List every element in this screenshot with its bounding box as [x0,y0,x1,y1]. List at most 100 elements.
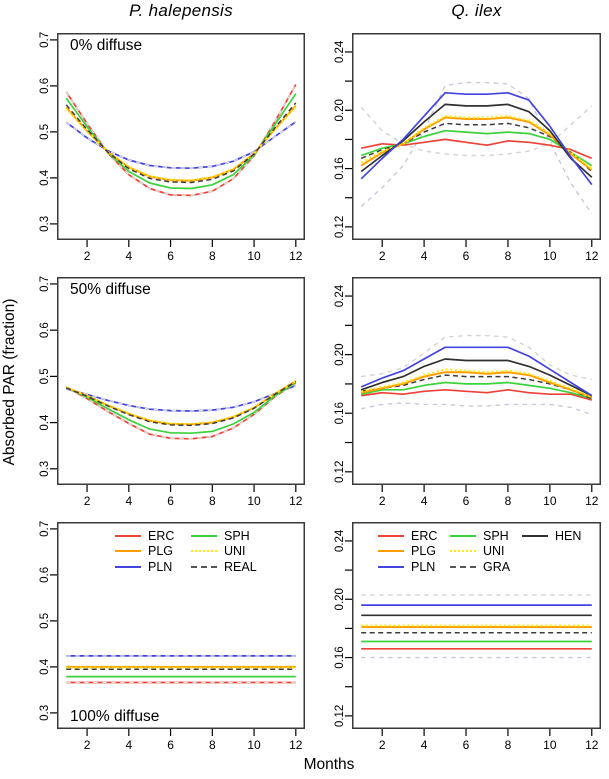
y-tick-label: 0.16 [334,646,346,668]
legend-item-PLG: PLG [115,544,191,560]
legend-label-UNI: UNI [224,544,246,559]
legend-label-PLG: PLG [148,544,174,559]
y-tick-label: 0.12 [334,705,346,727]
series-line-REAL [65,380,297,427]
legend-swatch-PLG-line [378,550,404,553]
y-tick-label: 0.7 [39,521,51,537]
legend-item-SPH: SPH [450,528,522,544]
series-line-PLN [360,346,593,397]
y-tick-label: 0.5 [39,124,51,140]
legend-label-REAL: REAL [224,559,257,574]
x-tick-label: 8 [209,738,216,752]
column-title-p-halepensis: P. halepensis [129,1,233,20]
x-tick-label: 10 [543,249,557,263]
panel-border [352,33,601,240]
x-tick-label: 8 [505,494,512,508]
legend-label-PLN: PLN [411,559,436,574]
x-tick-label: 8 [505,738,512,752]
legend-label-HEN: HEN [555,528,582,543]
x-tick-label: 2 [379,494,386,508]
x-tick-label: 4 [125,494,132,508]
plot-qi-50: 0.12 0.16 0.20 0.24 2 4 6 8 10 12 [334,277,601,508]
y-tick-label: 0.24 [334,284,346,307]
series-line-ERC [65,84,297,197]
panel-border [352,277,601,485]
legend-label-GRA: GRA [483,559,511,574]
legend-label-PLG: PLG [411,544,437,559]
legend-label-SPH: SPH [224,528,250,543]
panel-border [57,33,305,240]
panel-ph-100-diffuse: 0.3 0.4 0.5 0.6 0.7 2 4 6 8 10 12 100% diffuse ERC PL… [39,521,305,752]
y-tick-label: 0.4 [39,414,51,431]
series-line-REAL [65,102,297,184]
x-tick-label: 4 [421,494,428,508]
y-tick-label: 0.3 [39,461,51,477]
y-tick-label: 0.6 [39,322,51,338]
y-tick-label: 0.7 [39,276,51,292]
y-tick-label: 0.6 [39,567,51,583]
plot-qi-100: 0.12 0.16 0.20 0.24 2 4 6 8 10 12 [334,522,601,752]
legend-column: HEN [522,528,594,575]
x-tick-label: 2 [379,249,386,263]
x-tick-label: 4 [125,738,132,752]
series-line-ERC-gray-dash-overlay [65,84,297,197]
legend-label-PLN: PLN [148,559,173,574]
x-tick-label: 8 [505,249,512,263]
legend-item-PLN: PLN [115,559,191,575]
series-line-OBS1 [360,105,593,157]
legend-label-UNI: UNI [483,544,505,559]
x-tick-label: 12 [585,738,599,752]
condition-label-ph-50: 50% diffuse [70,281,151,298]
legend-item-GRA: GRA [450,559,522,575]
panel-border [57,277,305,485]
x-tick-label: 12 [289,249,303,263]
legend-swatch-ERC-line [115,534,141,537]
legend-column: SPH UNI GRA [450,528,522,575]
series-line-SPH [361,381,593,400]
y-tick-label: 0.16 [334,402,346,424]
y-tick-label: 0.16 [334,157,346,179]
x-tick-label: 10 [543,738,557,752]
legend-swatch-ERC-line [378,534,404,537]
x-tick-label: 6 [463,494,470,508]
x-tick-label: 6 [167,738,174,752]
series-line-PLG [360,371,593,399]
series-line-GRA [361,374,593,400]
series-line-UNI [360,115,593,170]
legend: ERC PLG PLN SPH UNI GRA HEN [378,528,594,575]
legend-swatch-UNI-line [450,550,476,553]
series-line-OBS2 [360,81,593,215]
y-tick-label: 0.6 [39,78,51,94]
legend-item-HEN: HEN [522,528,594,544]
x-tick-label: 2 [84,249,91,263]
legend-item-ERC: ERC [115,528,191,544]
y-tick-label: 0.20 [334,99,346,121]
series-line-ERC [361,388,593,401]
panel-border [352,522,601,729]
x-axis-label: Months [303,756,355,773]
legend-item-UNI: UNI [191,544,267,560]
x-tick-label: 6 [167,249,174,263]
plot-qi-0: 0.12 0.16 0.20 0.24 2 4 6 8 10 12 [334,33,601,263]
panel-qi-0-diffuse: 0.12 0.16 0.20 0.24 2 4 6 8 10 12 [334,33,601,263]
plot-ph-50: 0.3 0.4 0.5 0.6 0.7 2 4 6 8 10 12 [39,276,305,508]
legend-item-UNI: UNI [450,544,522,560]
x-tick-label: 12 [289,494,303,508]
x-tick-label: 8 [209,494,216,508]
panel-ph-0-diffuse: 0.3 0.4 0.5 0.6 0.7 2 4 6 8 10 12 0% diffuse [39,32,305,263]
legend-swatch-PLN-line [115,565,141,568]
x-tick-label: 10 [247,249,261,263]
legend-item-ERC: ERC [378,528,450,544]
legend-item-PLG: PLG [378,544,450,560]
y-tick-label: 0.24 [334,40,346,63]
legend-column: SPH UNI REAL [191,528,267,575]
legend-column: ERC PLG PLN [115,528,191,575]
series-line-GRA [360,122,593,173]
y-tick-label: 0.12 [334,461,346,483]
y-tick-label: 0.12 [334,216,346,238]
y-tick-label: 0.4 [39,658,51,675]
series-line-OBS2 [361,402,593,416]
condition-label-ph-100: 100% diffuse [70,708,160,725]
legend-swatch-UNI-line [191,550,217,553]
legend-swatch-GRA-line [450,565,476,568]
